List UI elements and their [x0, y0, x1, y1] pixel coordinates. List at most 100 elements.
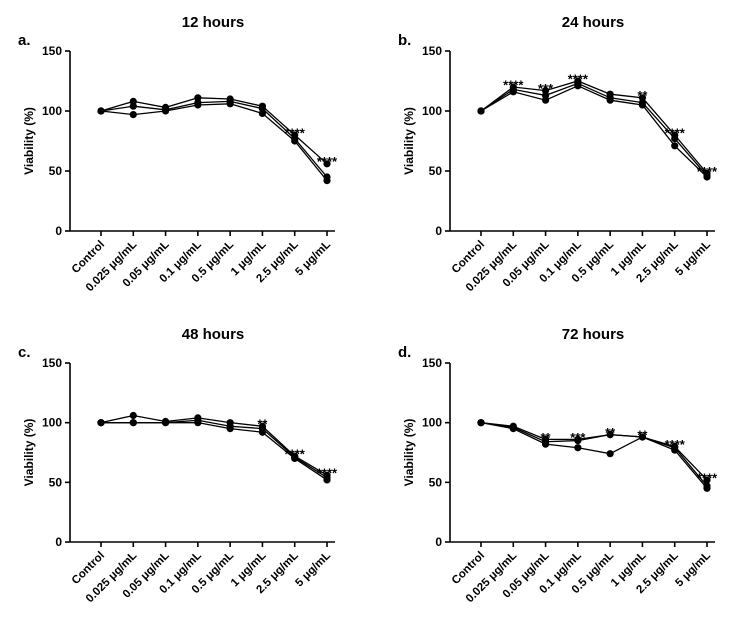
y-tick-label: 100: [422, 104, 442, 118]
data-point: [509, 425, 517, 433]
y-axis-label: Viability (%): [402, 107, 416, 175]
significance-label: ****: [503, 77, 524, 92]
chart-title: 12 hours: [182, 14, 245, 31]
significance-label: ****: [317, 154, 338, 169]
y-tick-label: 0: [55, 224, 62, 238]
panel-letter: b.: [398, 32, 411, 49]
significance-label: **: [257, 417, 268, 432]
significance-label: **: [637, 427, 648, 442]
y-tick-label: 150: [422, 356, 442, 370]
y-tick-label: 50: [429, 164, 443, 178]
y-tick-label: 0: [435, 224, 442, 238]
significance-label: **: [637, 88, 648, 103]
data-point: [291, 137, 299, 145]
y-tick-label: 150: [422, 44, 442, 58]
y-tick-label: 50: [49, 475, 63, 489]
significance-label: ****: [285, 125, 306, 140]
data-point: [477, 419, 485, 427]
significance-label: ****: [697, 164, 718, 179]
y-axis-label: Viability (%): [402, 419, 416, 487]
data-point: [703, 476, 711, 484]
x-category-label: 5 μg/mL: [673, 239, 713, 279]
panel-letter: a.: [18, 32, 31, 49]
panel-letter: d.: [398, 344, 411, 361]
data-point: [671, 142, 679, 150]
x-category-label: 5 μg/mL: [293, 550, 333, 590]
data-point: [291, 454, 299, 463]
y-tick-label: 0: [435, 535, 442, 549]
data-point: [671, 135, 679, 143]
data-point: [574, 82, 582, 90]
data-point: [638, 101, 647, 109]
series-line-1: [100, 97, 328, 165]
data-point: [97, 419, 105, 427]
data-point: [226, 100, 234, 108]
data-point: [703, 173, 711, 181]
significance-label: ****: [317, 466, 338, 481]
significance-label: ****: [665, 125, 686, 140]
y-tick-label: 150: [42, 44, 62, 58]
data-point: [258, 109, 267, 117]
data-point: [194, 101, 202, 109]
data-point: [606, 96, 614, 104]
y-axis-label: Viability (%): [22, 419, 36, 487]
series-line-3: [101, 422, 328, 481]
y-tick-label: 150: [42, 356, 62, 370]
data-point: [606, 431, 614, 439]
data-point: [323, 476, 331, 484]
significance-label: **: [605, 425, 616, 440]
data-point: [161, 419, 170, 427]
series-line-2: [480, 422, 708, 487]
significance-label: ***: [538, 81, 554, 96]
significance-label: ****: [697, 470, 718, 485]
x-category-label: 5 μg/mL: [293, 239, 333, 279]
y-tick-label: 50: [49, 164, 63, 178]
y-tick-label: 100: [422, 416, 442, 430]
y-axis-label: Viability (%): [22, 107, 36, 175]
chart-title: 24 hours: [562, 14, 625, 31]
significance-label: ****: [665, 437, 686, 452]
data-point: [129, 102, 137, 110]
series-line-3: [480, 422, 708, 489]
panel-letter: c.: [18, 344, 31, 361]
series-line-2: [480, 82, 708, 177]
data-point: [129, 419, 137, 427]
data-point: [129, 411, 137, 420]
data-point: [638, 433, 647, 441]
data-point: [161, 107, 170, 115]
data-point: [703, 484, 711, 492]
series-line-3: [480, 85, 708, 178]
data-point: [226, 425, 234, 433]
significance-label: ***: [570, 430, 586, 445]
significance-label: ****: [285, 447, 306, 462]
series-line-3: [100, 103, 328, 182]
data-point: [606, 450, 614, 458]
chart-title: 48 hours: [182, 326, 245, 343]
series-line-1: [100, 414, 328, 476]
data-point: [477, 107, 485, 115]
y-tick-label: 50: [429, 475, 443, 489]
significance-label: ****: [568, 71, 589, 86]
x-category-label: 5 μg/mL: [673, 550, 713, 590]
y-tick-label: 100: [42, 104, 62, 118]
significance-label: **: [541, 430, 552, 445]
data-point: [509, 88, 517, 96]
data-point: [671, 446, 679, 454]
chart-title: 72 hours: [562, 326, 625, 343]
series-line-2: [100, 100, 328, 178]
data-point: [97, 107, 105, 115]
data-point: [541, 440, 550, 448]
data-point: [129, 111, 137, 119]
data-point: [323, 177, 331, 185]
y-tick-label: 0: [55, 535, 62, 549]
data-point: [194, 419, 202, 427]
data-point: [574, 444, 582, 452]
data-point: [541, 96, 550, 104]
data-point: [323, 160, 331, 168]
data-point: [258, 428, 267, 436]
